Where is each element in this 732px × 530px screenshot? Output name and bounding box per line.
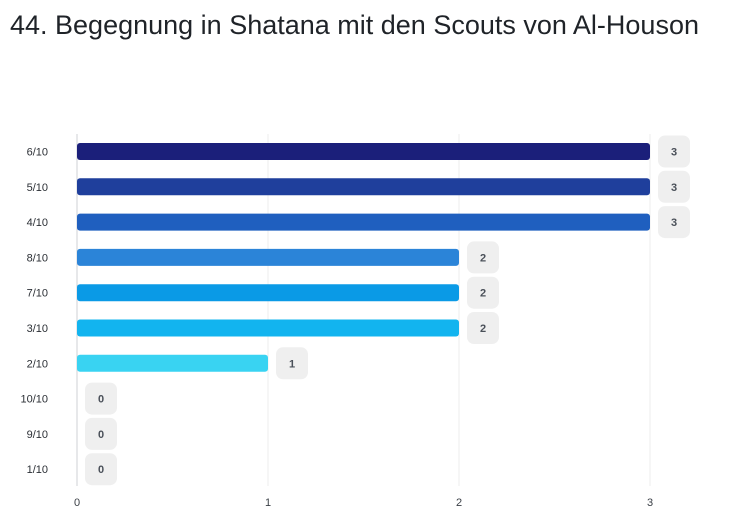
category-label: 5/10 (27, 182, 48, 194)
value-label: 2 (480, 252, 486, 264)
category-label: 3/10 (27, 323, 48, 335)
value-label: 3 (671, 217, 677, 229)
category-label: 8/10 (27, 252, 48, 264)
value-label: 0 (98, 429, 104, 441)
value-label: 0 (98, 464, 104, 476)
category-label: 9/10 (27, 429, 48, 441)
bar-7/10 (77, 284, 459, 302)
bar-6/10 (77, 143, 650, 160)
bar-8/10 (77, 248, 459, 266)
category-label: 7/10 (27, 288, 48, 300)
bars (77, 143, 650, 372)
bar-3/10 (77, 319, 459, 337)
value-badge (658, 206, 690, 239)
value-label: 1 (289, 358, 295, 370)
x-tick-label-3: 3 (647, 497, 653, 509)
bar-2/10 (77, 354, 268, 372)
category-label: 10/10 (20, 394, 48, 406)
value-badge (467, 276, 499, 309)
value-badge (85, 453, 117, 486)
value-label: 3 (671, 182, 677, 194)
category-label: 4/10 (27, 217, 48, 229)
value-badge (85, 382, 117, 415)
page-title: 44. Begegnung in Shatana mit den Scouts … (10, 10, 699, 40)
value-badge (658, 135, 690, 168)
category-label: 2/10 (27, 358, 48, 370)
x-tick-label-1: 1 (265, 497, 271, 509)
category-label: 6/10 (27, 147, 48, 159)
value-badge (467, 312, 499, 344)
labels: 0 1 2 3 6/10 3 5/10 3 4/10 3 8/10 2 7/10 2 3/10 2 2/10 1 1… (20, 135, 690, 509)
value-badge (276, 347, 308, 380)
x-tick-label-2: 2 (456, 497, 462, 509)
category-label: 1/10 (27, 464, 48, 476)
value-label: 0 (98, 394, 104, 406)
value-badge (658, 170, 690, 203)
value-badge (467, 241, 499, 274)
value-label: 2 (480, 323, 486, 335)
bar-5/10 (77, 178, 650, 196)
value-label: 2 (480, 288, 486, 300)
value-label: 3 (671, 147, 677, 159)
value-badge (85, 417, 117, 450)
bar-4/10 (77, 213, 650, 231)
x-tick-label-0: 0 (74, 497, 80, 509)
